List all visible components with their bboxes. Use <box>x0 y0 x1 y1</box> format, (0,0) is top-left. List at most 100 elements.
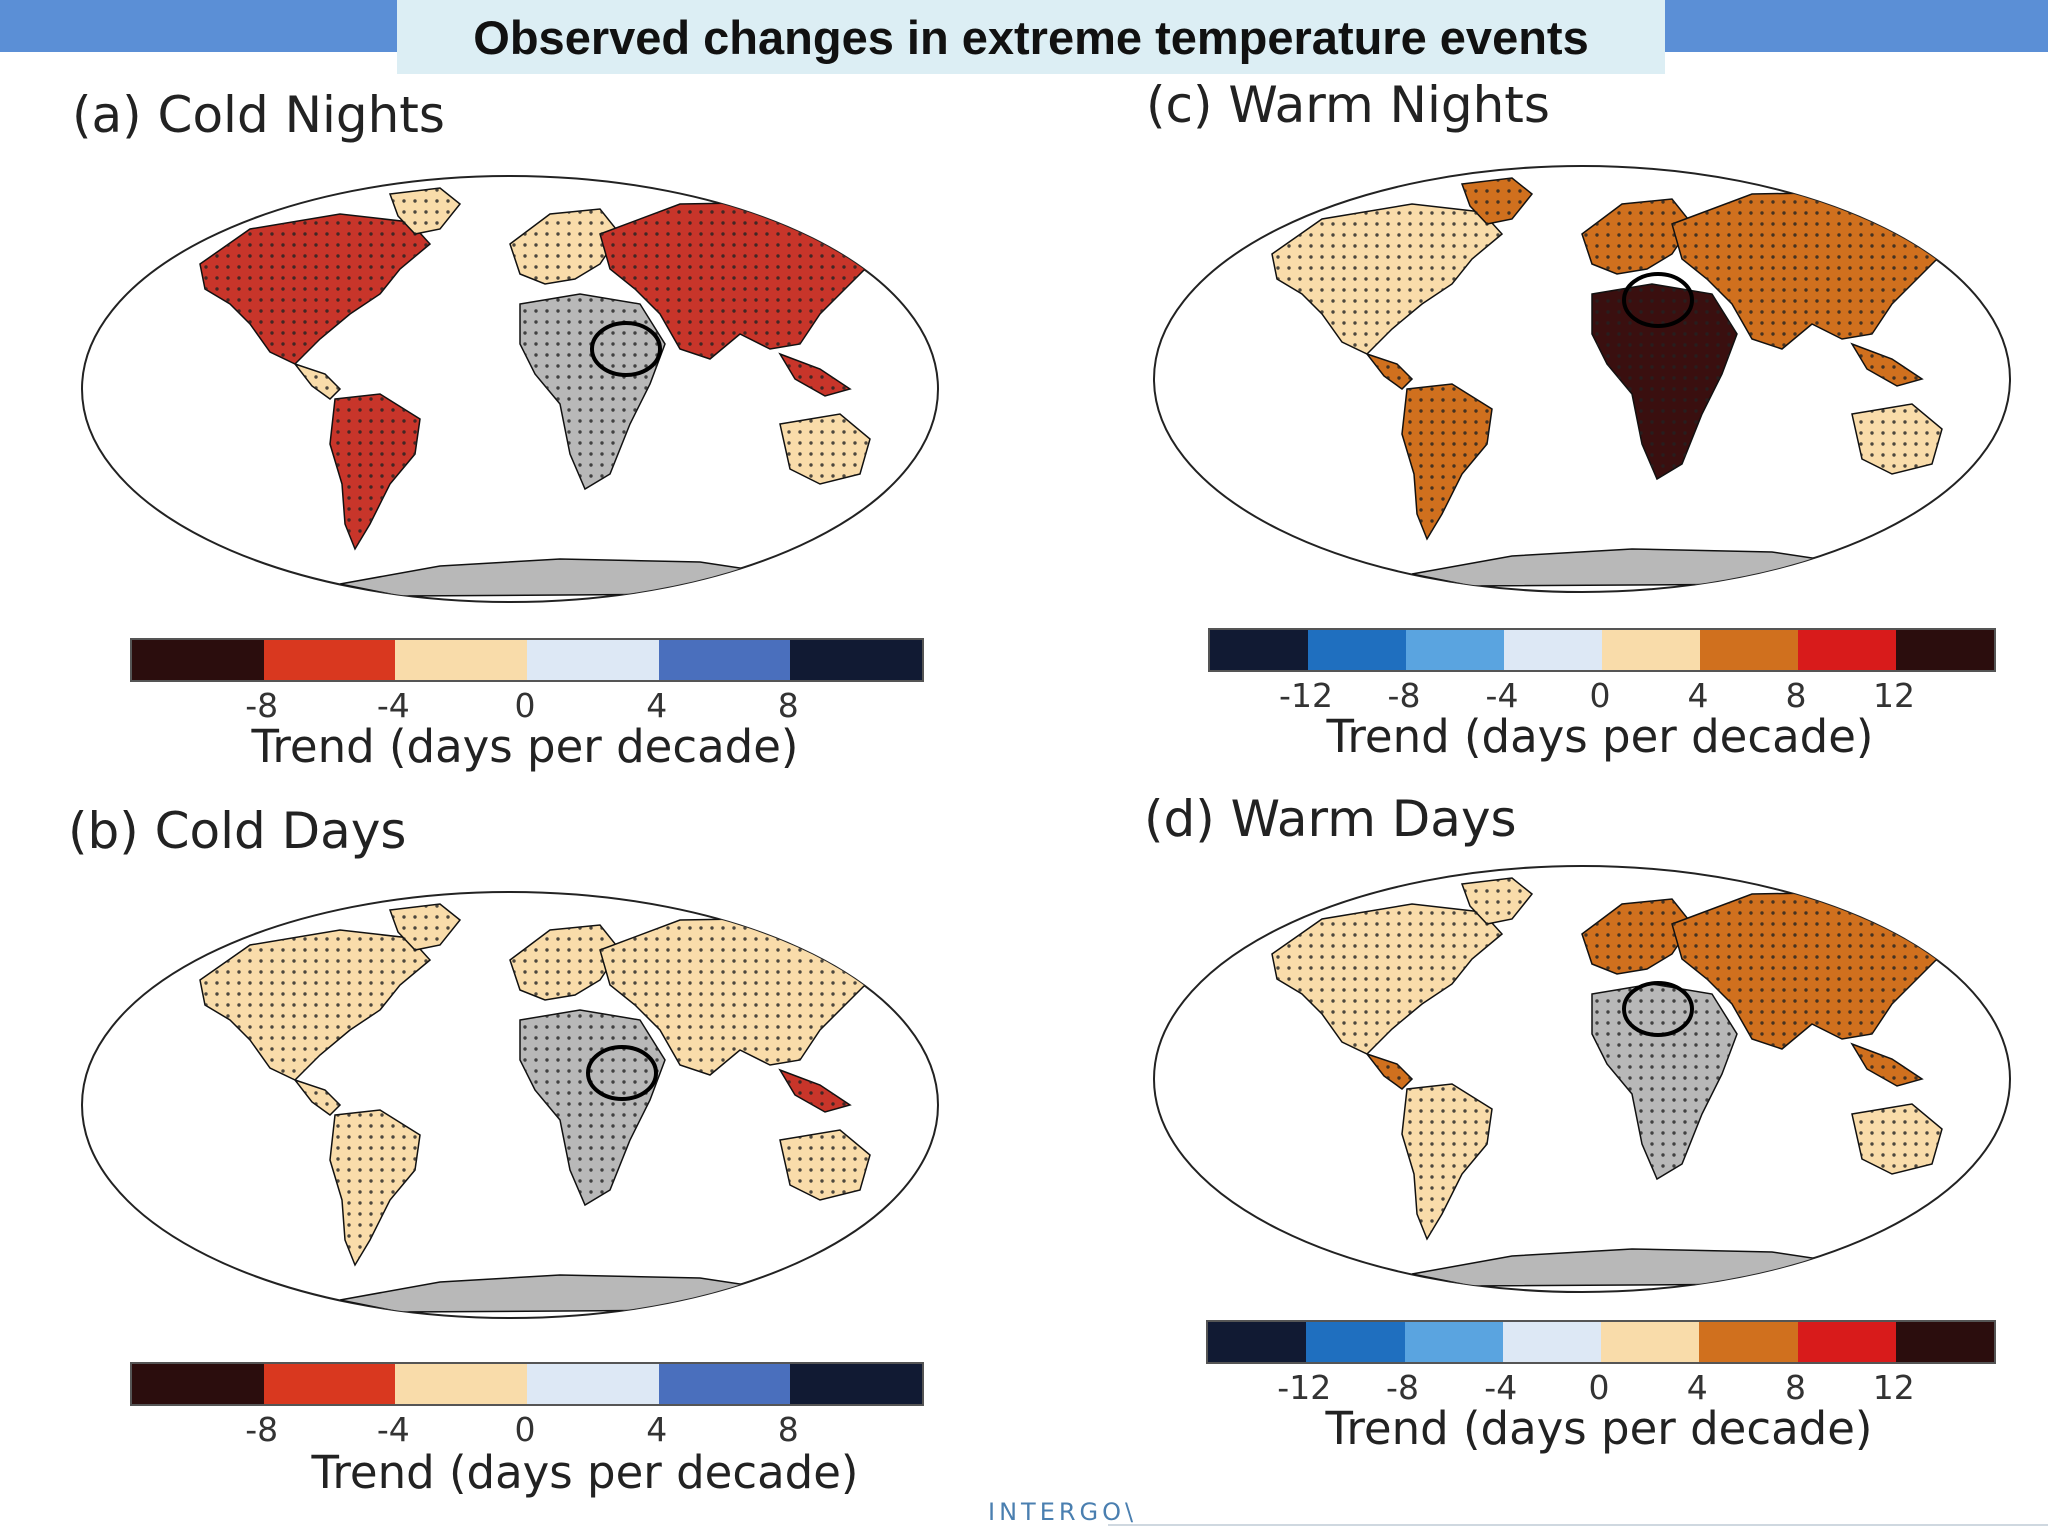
tick-label: 8 <box>1785 1368 1806 1407</box>
significance-stipple <box>1462 878 1532 924</box>
colorbar-swatch <box>263 1364 396 1404</box>
significance-stipple <box>1272 904 1502 1054</box>
colorbar-swatch <box>1210 630 1308 670</box>
significance-stipple <box>1672 192 1952 349</box>
tick-label: 12 <box>1872 1368 1915 1407</box>
colorbar-swatch <box>1406 630 1504 670</box>
significance-stipple <box>200 930 430 1080</box>
tick-label: 0 <box>1588 1368 1610 1407</box>
significance-stipple <box>780 354 850 396</box>
world-map <box>81 891 939 1319</box>
colorbar-swatch <box>658 640 791 680</box>
colorbar-ticks: -12 -8 -4 0 4 8 12 <box>1208 676 1992 716</box>
highlight-circle <box>586 1045 658 1101</box>
tick-label: -8 <box>1386 1368 1419 1407</box>
significance-stipple <box>1852 344 1922 386</box>
colorbar-swatch <box>132 640 264 680</box>
significance-stipple <box>295 1080 340 1115</box>
significance-stipple <box>600 202 880 359</box>
tick-label: -8 <box>245 686 279 725</box>
colorbar-swatch <box>527 640 659 680</box>
colorbar-title: Trend (days per decade) <box>311 1446 859 1499</box>
highlight-circle <box>1622 272 1694 328</box>
significance-stipple <box>1672 892 1952 1049</box>
significance-stipple <box>1272 204 1502 354</box>
tick-label: -4 <box>376 686 410 725</box>
page-title: Observed changes in extreme temperature … <box>473 10 1589 64</box>
significance-stipple <box>1402 1084 1492 1239</box>
colorbar-swatch <box>527 1364 659 1404</box>
tick-label: 12 <box>1873 676 1915 715</box>
colorbar-swatch <box>1601 1322 1700 1362</box>
tick-label: 4 <box>1687 676 1709 715</box>
tick-label: 0 <box>514 686 536 725</box>
world-map <box>1153 865 2011 1293</box>
colorbar <box>130 638 924 682</box>
colorbar-title: Trend (days per decade) <box>1325 1402 1873 1455</box>
significance-stipple <box>330 1110 420 1265</box>
significance-stipple <box>780 1130 870 1200</box>
panel-cold-nights: (a) Cold Nights -8 -4 0 4 8 Trend (days … <box>64 80 1004 800</box>
significance-stipple <box>1592 284 1737 479</box>
significance-stipple <box>1402 384 1492 539</box>
colorbar-swatch <box>790 1364 923 1404</box>
panel-label: (c) Warm Nights <box>1146 76 1550 134</box>
tick-label: 8 <box>1785 676 1807 715</box>
colorbar-swatch <box>1798 630 1896 670</box>
colorbar-swatch <box>1502 1322 1601 1362</box>
significance-stipple <box>520 1010 665 1205</box>
significance-stipple <box>600 918 880 1075</box>
significance-stipple <box>330 394 420 549</box>
colorbar-swatch <box>1404 1322 1503 1362</box>
tick-label: 8 <box>777 1410 799 1449</box>
colorbar-swatch <box>1797 1322 1896 1362</box>
significance-stipple <box>780 414 870 484</box>
colorbar-swatch <box>790 640 923 680</box>
significance-stipple <box>520 294 665 489</box>
tick-label: 4 <box>646 686 668 725</box>
footer-logo-text: INTERGO\ <box>988 1498 1138 1526</box>
colorbar <box>1206 1320 1996 1364</box>
footer-divider <box>1108 1524 2048 1526</box>
colorbar-swatch <box>1602 630 1700 670</box>
significance-stipple <box>1367 1054 1412 1089</box>
highlight-circle <box>1622 981 1694 1037</box>
tick-label: -12 <box>1279 676 1333 715</box>
colorbar-ticks: -12 -8 -4 0 4 8 12 <box>1206 1368 1992 1408</box>
significance-stipple <box>1852 1104 1942 1174</box>
colorbar-swatch <box>395 1364 528 1404</box>
significance-stipple <box>390 188 460 234</box>
tick-label: -12 <box>1277 1368 1332 1407</box>
colorbar-swatch <box>263 640 396 680</box>
significance-stipple <box>1852 404 1942 474</box>
colorbar <box>130 1362 924 1406</box>
tick-label: -4 <box>1484 1368 1518 1407</box>
significance-stipple <box>780 1070 850 1112</box>
colorbar-ticks: -8 -4 0 4 8 <box>130 1410 920 1450</box>
tick-label: 0 <box>1589 676 1611 715</box>
tick-label: 4 <box>646 1410 668 1449</box>
tick-label: 4 <box>1686 1368 1708 1407</box>
colorbar-swatch <box>1699 1322 1798 1362</box>
panel-warm-nights: (c) Warm Nights -12 -8 -4 0 4 8 12 Trend… <box>1140 72 2048 792</box>
significance-stipple <box>1582 899 1692 974</box>
colorbar-swatch <box>1504 630 1602 670</box>
significance-stipple <box>1852 1044 1922 1086</box>
colorbar-title: Trend (days per decade) <box>251 720 799 773</box>
significance-stipple <box>1462 178 1532 224</box>
tick-label: 0 <box>514 1410 536 1449</box>
panel-label: (a) Cold Nights <box>72 86 445 144</box>
panel-label: (d) Warm Days <box>1144 790 1517 848</box>
colorbar-swatch <box>395 640 528 680</box>
tick-label: -4 <box>376 1410 410 1449</box>
colorbar-swatch <box>1895 1322 1994 1362</box>
colorbar-swatch <box>1308 630 1406 670</box>
tick-label: -8 <box>245 1410 279 1449</box>
significance-stipple <box>1367 354 1412 389</box>
significance-stipple <box>1582 199 1692 274</box>
colorbar-swatch <box>1700 630 1798 670</box>
significance-stipple <box>390 904 460 950</box>
significance-stipple <box>200 214 430 364</box>
panel-label: (b) Cold Days <box>68 802 407 860</box>
significance-stipple <box>510 925 620 1000</box>
